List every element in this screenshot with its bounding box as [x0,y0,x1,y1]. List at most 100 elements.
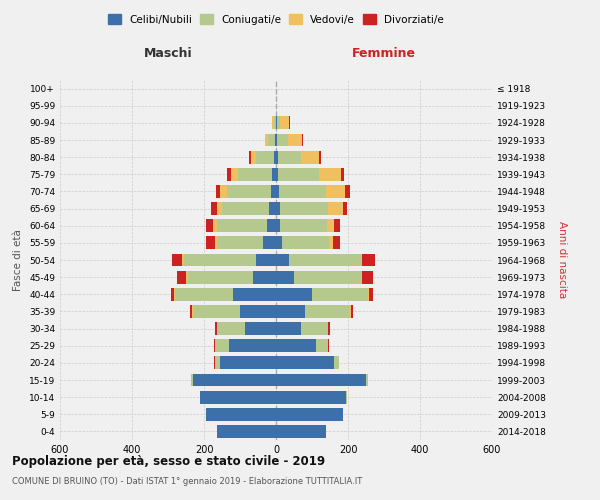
Bar [276,288,312,300]
Bar [276,168,278,180]
Bar [175,288,233,300]
Bar [227,168,231,180]
Bar [327,220,334,232]
Text: Maschi: Maschi [143,47,193,60]
Bar [274,150,276,164]
Bar [277,134,288,146]
Bar [211,202,217,215]
Bar [319,168,341,180]
Bar [271,185,276,198]
Bar [276,374,366,386]
Bar [249,150,251,164]
Bar [289,254,361,266]
Bar [186,270,188,283]
Bar [276,425,326,438]
Bar [200,390,276,404]
Bar [188,270,253,283]
Bar [276,236,283,250]
Bar [184,254,256,266]
Bar [350,305,353,318]
Bar [346,185,350,198]
Bar [215,340,229,352]
Bar [272,168,276,180]
Bar [275,134,276,146]
Bar [343,202,347,215]
Bar [256,150,274,164]
Bar [328,202,343,215]
Bar [316,340,328,352]
Bar [215,356,220,370]
Bar [245,322,276,335]
Bar [213,220,217,232]
Bar [217,425,276,438]
Bar [206,408,276,420]
Bar [279,185,326,198]
Bar [190,305,193,318]
Bar [233,288,276,300]
Bar [214,340,215,352]
Bar [276,254,289,266]
Text: Femmine: Femmine [352,47,416,60]
Bar [206,236,215,250]
Bar [177,270,186,283]
Bar [272,116,274,130]
Bar [276,134,277,146]
Bar [305,305,350,318]
Bar [229,340,276,352]
Bar [217,202,222,215]
Bar [301,150,319,164]
Bar [280,116,289,130]
Bar [251,150,256,164]
Bar [216,185,220,198]
Bar [328,340,329,352]
Bar [231,168,238,180]
Text: COMUNE DI BRUINO (TO) - Dati ISTAT 1° gennaio 2019 - Elaborazione TUTTITALIA.IT: COMUNE DI BRUINO (TO) - Dati ISTAT 1° ge… [12,478,362,486]
Bar [182,254,184,266]
Bar [171,288,175,300]
Bar [265,134,268,146]
Bar [215,322,217,335]
Bar [256,254,276,266]
Bar [328,322,330,335]
Bar [276,220,280,232]
Bar [220,185,227,198]
Bar [326,185,346,198]
Y-axis label: Anni di nascita: Anni di nascita [557,222,567,298]
Bar [294,270,361,283]
Bar [227,185,271,198]
Legend: Celibi/Nubili, Coniugati/e, Vedovi/e, Divorziati/e: Celibi/Nubili, Coniugati/e, Vedovi/e, Di… [104,10,448,29]
Bar [334,356,339,370]
Bar [267,220,276,232]
Bar [278,150,301,164]
Bar [361,270,362,283]
Bar [238,168,272,180]
Bar [276,150,278,164]
Bar [302,134,303,146]
Bar [193,374,276,386]
Bar [191,374,193,386]
Bar [276,356,334,370]
Bar [366,374,368,386]
Bar [346,390,347,404]
Bar [301,322,328,335]
Bar [334,220,340,232]
Bar [280,220,327,232]
Bar [361,254,362,266]
Bar [206,220,213,232]
Bar [172,254,182,266]
Bar [222,202,269,215]
Bar [220,356,276,370]
Bar [276,270,294,283]
Bar [263,236,276,250]
Bar [341,168,344,180]
Bar [288,134,302,146]
Bar [368,288,373,300]
Bar [193,305,240,318]
Bar [276,408,343,420]
Bar [217,236,263,250]
Bar [214,356,215,370]
Bar [312,288,368,300]
Bar [333,236,340,250]
Bar [268,134,275,146]
Bar [276,185,279,198]
